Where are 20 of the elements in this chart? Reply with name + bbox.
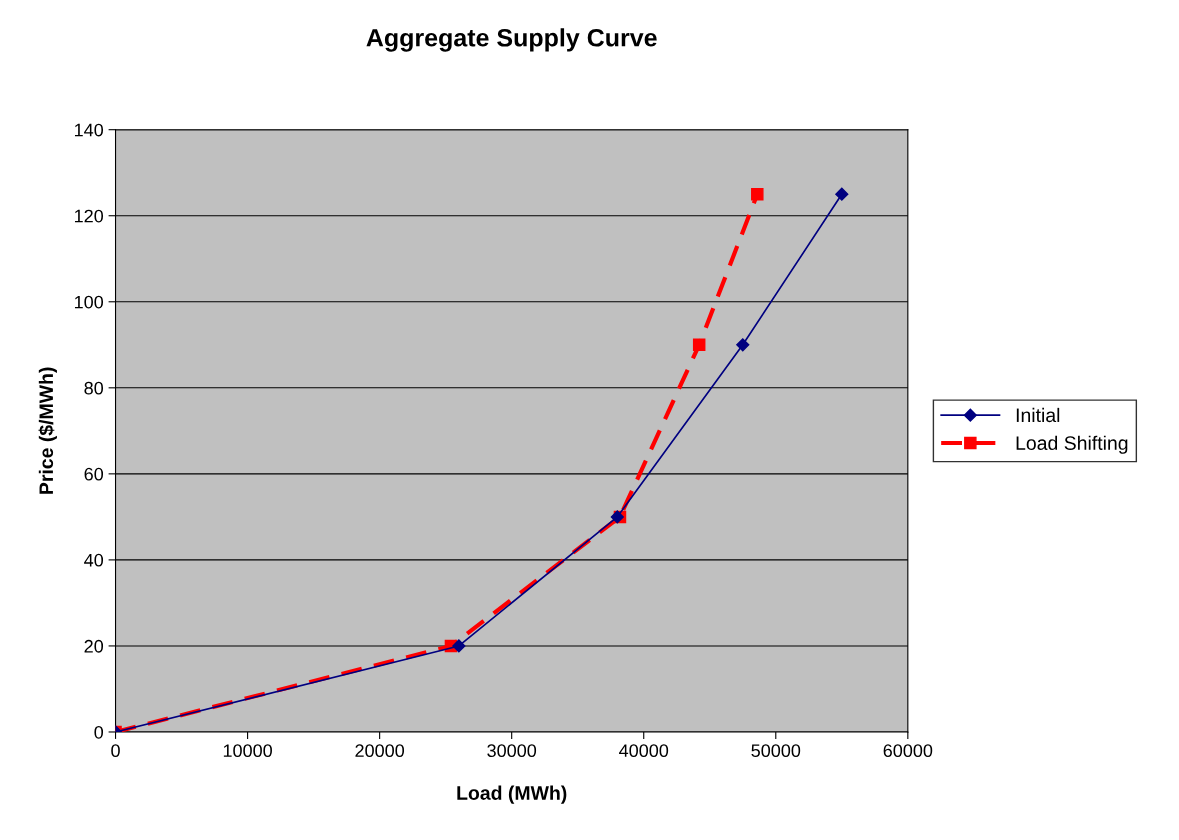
x-tick-label: 30000	[487, 744, 537, 758]
x-tick-label: 10000	[223, 744, 272, 758]
chart-title: Aggregate Supply Curve	[366, 28, 657, 52]
y-tick-label: 60	[84, 467, 104, 481]
y-axis-title: Price ($/MWh)	[38, 367, 57, 494]
y-tick-label: 0	[94, 725, 104, 739]
x-tick-label: 0	[111, 744, 120, 758]
x-tick-label: 40000	[619, 744, 669, 758]
x-axis-title: Load (MWh)	[457, 785, 567, 804]
x-tick-label: 50000	[751, 744, 801, 758]
y-tick-label: 120	[74, 209, 104, 223]
y-tick-label: 80	[84, 381, 104, 395]
x-tick-label: 60000	[883, 744, 933, 758]
y-tick-label: 40	[84, 553, 104, 567]
legend-label: Initial	[1016, 407, 1060, 423]
legend-label: Load Shifting	[1016, 435, 1128, 454]
y-tick-label: 140	[74, 123, 104, 137]
x-tick-label: 20000	[355, 744, 405, 758]
y-tick-label: 100	[74, 295, 104, 309]
y-tick-label: 20	[84, 639, 104, 653]
